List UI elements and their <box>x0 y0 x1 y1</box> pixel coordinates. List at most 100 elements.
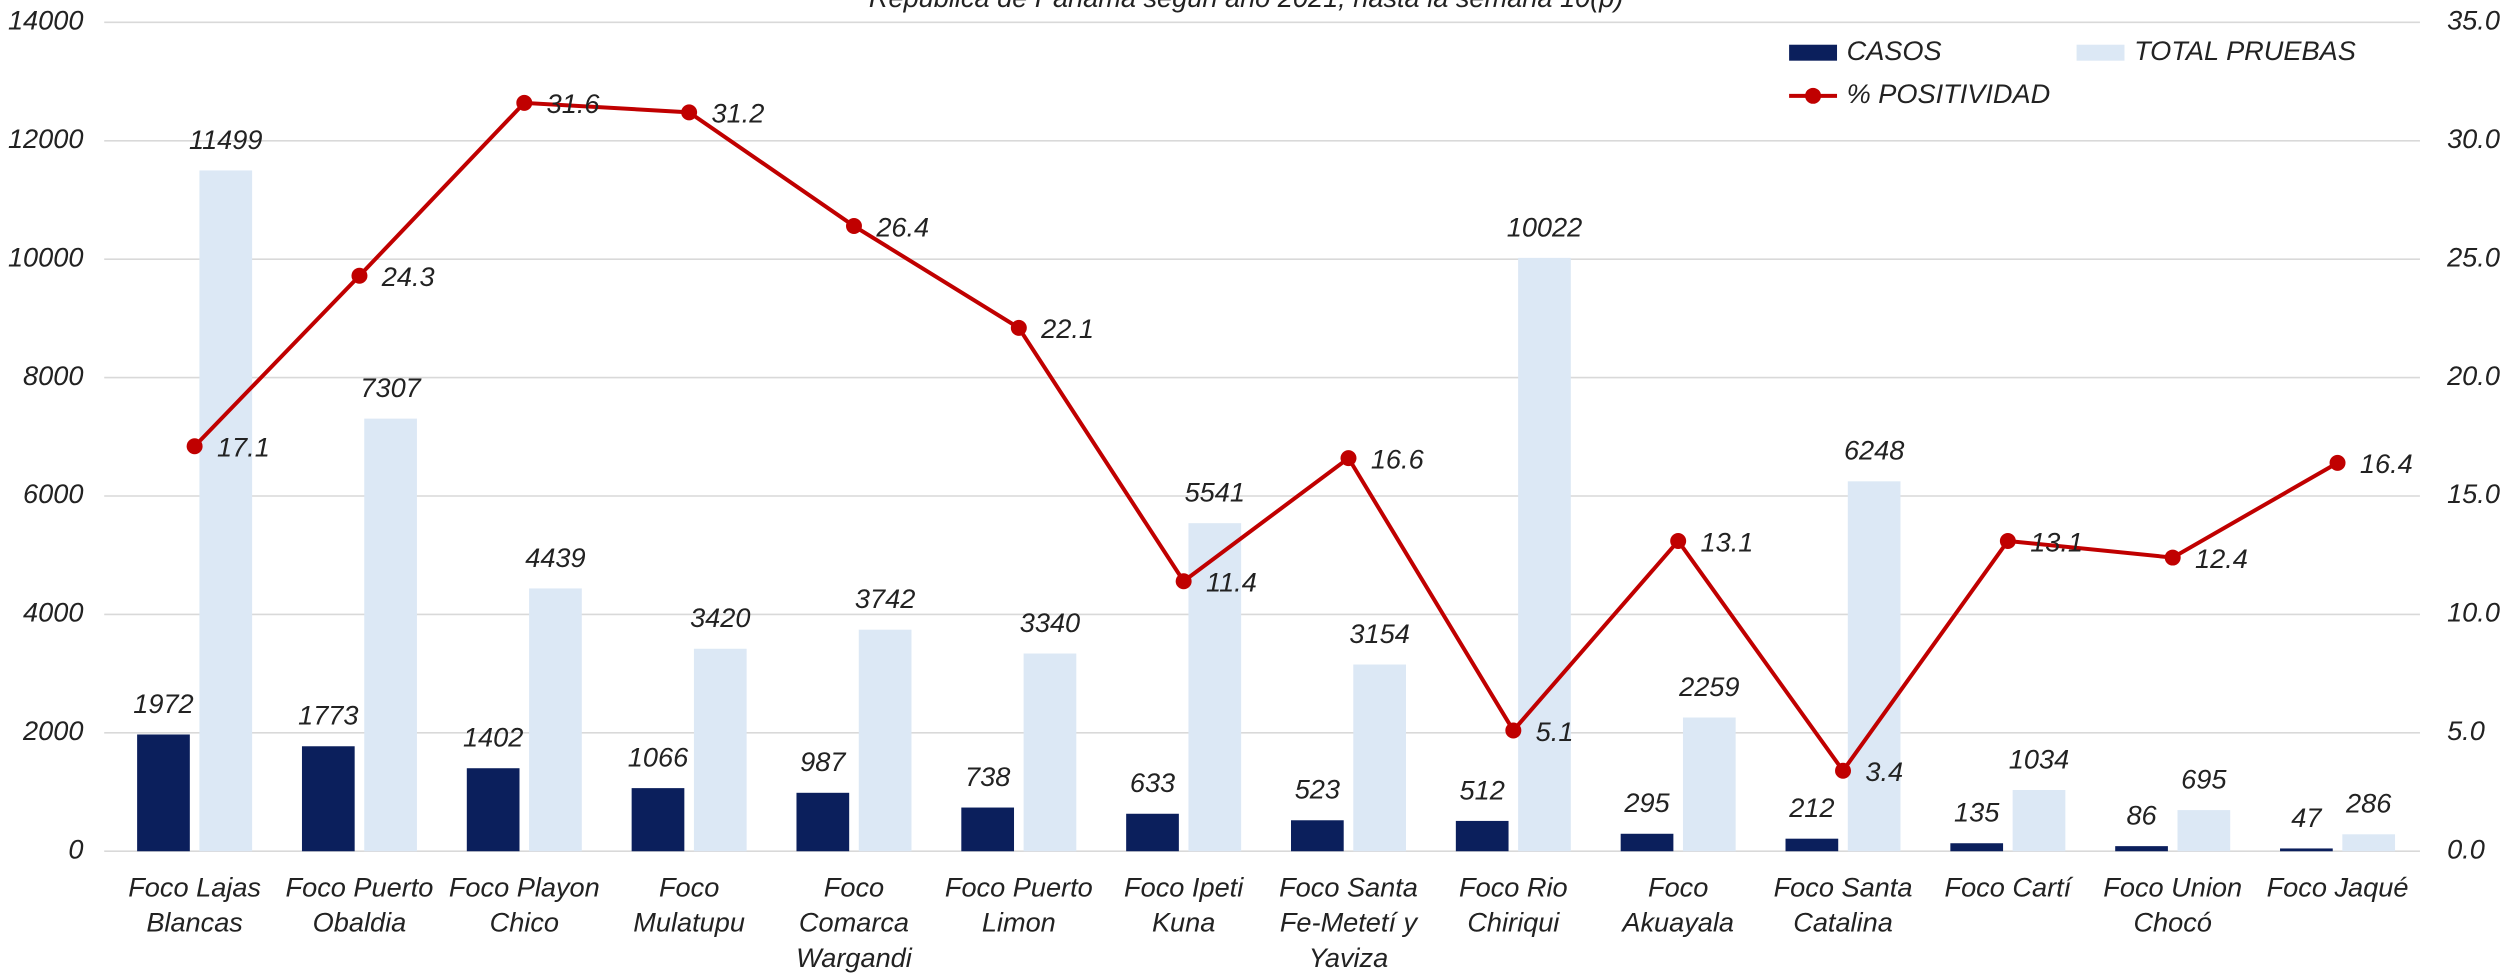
line-point <box>1505 722 1522 739</box>
y-tick-label: 4000 <box>23 597 83 628</box>
y2-tick-label: 5.0 <box>2447 715 2485 746</box>
x-tick-label: Foco Cartí <box>1945 872 2074 903</box>
data-label: 24.3 <box>381 261 435 292</box>
x-tick-label: Foco Santa Fe-Metetí y Yaviza <box>1279 872 1418 973</box>
x-tick-label: Foco Puerto Obaldia <box>286 872 434 938</box>
chart-subtitle: República de Panamá según año 2021, hast… <box>869 0 1623 13</box>
data-label: 987 <box>800 746 846 777</box>
data-label: 738 <box>965 761 1010 792</box>
bar <box>2342 834 2396 852</box>
y2-tick-label: 0.0 <box>2447 833 2485 864</box>
y-tick-label: 10000 <box>8 241 83 272</box>
legend-label: TOTAL PRUEBAS <box>2134 35 2356 66</box>
line-point <box>1340 450 1357 467</box>
data-label: 5541 <box>1185 477 1245 508</box>
data-label: 633 <box>1130 767 1175 798</box>
y2-tick-label: 35.0 <box>2447 5 2500 36</box>
bar <box>529 588 582 852</box>
data-label: 135 <box>1954 797 2000 828</box>
line-point <box>681 104 698 121</box>
bar <box>1620 833 1674 852</box>
line-point <box>1175 573 1192 590</box>
bar <box>1950 843 2004 852</box>
legend-swatch <box>1789 44 1838 61</box>
data-label: 13.1 <box>2030 526 2083 557</box>
line-point <box>2164 549 2181 566</box>
x-tick-label: Foco Union Chocó <box>2103 872 2242 938</box>
data-label: 3420 <box>690 602 750 633</box>
data-label: 13.1 <box>1701 526 1754 557</box>
data-label: 31.2 <box>711 98 764 129</box>
data-label: 3154 <box>1349 618 1409 649</box>
bar <box>1682 717 1736 852</box>
bar <box>466 768 520 852</box>
line-point <box>1010 319 1027 336</box>
x-tick-label: Foco Puerto Limon <box>945 872 1093 938</box>
bar <box>1785 838 1839 852</box>
line-point <box>2329 454 2346 471</box>
data-label: 3.4 <box>1865 756 1903 787</box>
x-tick-label: Foco Ipeti Kuna <box>1124 872 1244 938</box>
data-label: 11.4 <box>1206 567 1257 598</box>
data-label: 16.4 <box>2360 448 2413 479</box>
bar <box>2280 848 2333 852</box>
line-point <box>1835 762 1851 779</box>
y2-tick-label: 20.0 <box>2446 360 2500 391</box>
data-label: 1972 <box>133 688 193 719</box>
data-label: 1034 <box>2009 743 2069 774</box>
data-label: 5.1 <box>1536 716 1574 747</box>
data-label: 286 <box>2345 788 2392 819</box>
bar <box>1291 820 1344 852</box>
data-label: 22.1 <box>1040 313 1094 344</box>
y-tick-label: 2000 <box>22 715 83 746</box>
bar <box>631 788 685 852</box>
data-label: 2259 <box>1678 671 1739 702</box>
data-label: 1402 <box>463 722 523 753</box>
data-label: 212 <box>1788 792 1834 823</box>
data-label: 3340 <box>1020 607 1080 638</box>
bar <box>1188 523 1242 852</box>
data-label: 16.6 <box>1371 443 1425 474</box>
bar <box>693 648 747 852</box>
y-tick-label: 12000 <box>8 123 83 154</box>
x-tick-label: Foco Rio Chiriqui <box>1459 872 1568 938</box>
bar <box>2115 846 2168 852</box>
data-label: 47 <box>2291 802 2322 833</box>
data-label: 86 <box>2126 800 2157 831</box>
bar <box>1847 481 1901 852</box>
y-tick-label: 14000 <box>8 5 83 36</box>
data-label: 10022 <box>1507 211 1582 242</box>
bar <box>1455 820 1509 852</box>
data-label: 3742 <box>855 583 915 614</box>
legend-swatch <box>2076 44 2125 61</box>
x-tick-label: Foco Lajas Blancas <box>128 872 261 938</box>
y2-tick-label: 15.0 <box>2447 478 2500 509</box>
data-label: 7307 <box>360 372 421 403</box>
line-point <box>1999 533 2016 549</box>
y-tick-label: 8000 <box>23 360 83 391</box>
bar <box>2177 810 2231 852</box>
data-label: 512 <box>1460 774 1505 805</box>
bar <box>961 807 1015 852</box>
line-point <box>845 218 862 235</box>
y-tick-label: 0 <box>68 833 83 864</box>
bar <box>199 170 253 852</box>
x-tick-label: Foco Playon Chico <box>449 872 600 938</box>
data-label: 31.6 <box>547 88 601 119</box>
bar <box>1126 813 1179 852</box>
data-label: 12.4 <box>2195 543 2248 574</box>
line-point <box>351 267 368 284</box>
legend-label: CASOS <box>1847 35 1942 66</box>
data-label: 1066 <box>628 742 689 773</box>
y2-tick-label: 25.0 <box>2446 241 2500 272</box>
data-label: 26.4 <box>875 211 929 242</box>
data-label: 6248 <box>1844 435 1904 466</box>
line-point <box>186 438 203 455</box>
data-label: 295 <box>1623 787 1670 818</box>
bar <box>2012 790 2066 852</box>
data-label: 17.1 <box>217 432 270 463</box>
data-label: 523 <box>1295 774 1340 805</box>
data-label: 695 <box>2181 764 2227 795</box>
bar <box>1353 664 1406 852</box>
